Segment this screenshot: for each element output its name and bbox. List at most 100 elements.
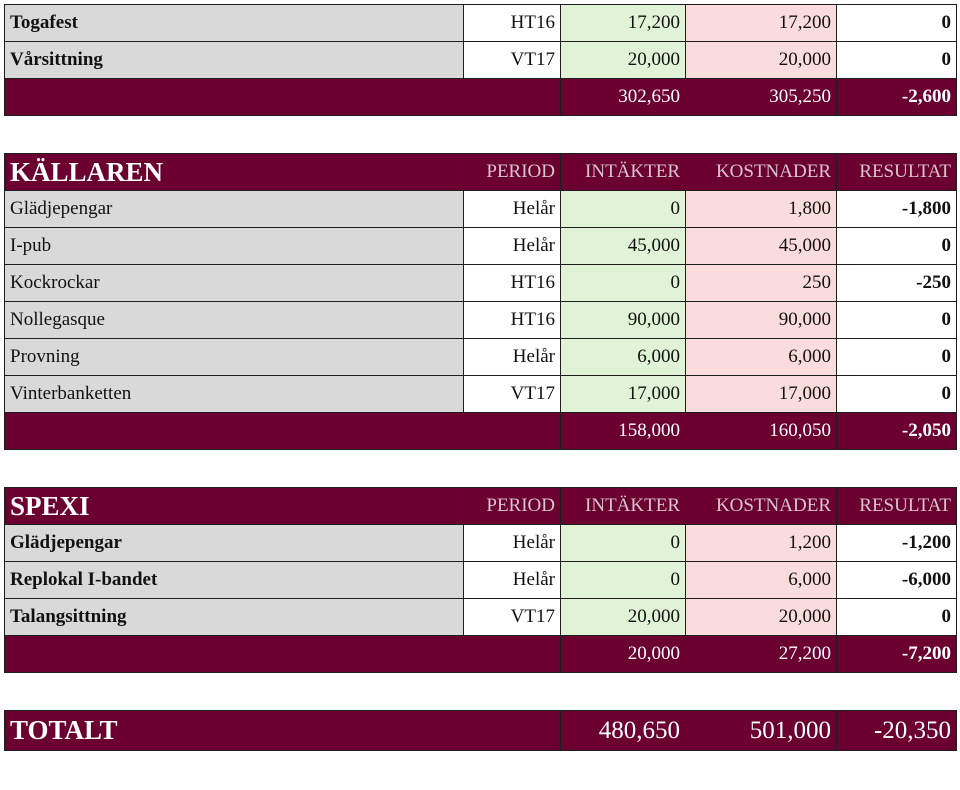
budget-sheet: Togafest HT16 17,200 17,200 0 Vårsittnin…: [3, 4, 958, 751]
section-header-row: SPEXI PERIOD INTÄKTER KOSTNADER RESULTAT: [4, 487, 957, 525]
row-expenses: 20,000: [685, 598, 837, 636]
sum-expenses: 305,250: [685, 78, 837, 116]
sum-row: 20,000 27,200 -7,200: [4, 635, 957, 673]
total-expenses: 501,000: [685, 710, 838, 751]
section-spacer: [4, 116, 956, 153]
table-row: Provning Helår 6,000 6,000 0: [4, 338, 957, 376]
row-income: 90,000: [560, 301, 686, 339]
row-period: Helår: [463, 190, 561, 228]
row-result: -1,200: [836, 524, 957, 562]
sum-label-cell: [4, 635, 561, 673]
column-header-income: INTÄKTER: [560, 487, 686, 525]
row-result: 0: [836, 4, 957, 42]
row-expenses: 250: [685, 264, 837, 302]
row-income: 17,200: [560, 4, 686, 42]
row-result: 0: [836, 375, 957, 413]
section-spacer: [4, 673, 956, 710]
sum-income: 302,650: [560, 78, 686, 116]
kallaren-table: KÄLLAREN PERIOD INTÄKTER KOSTNADER RESUL…: [4, 153, 957, 450]
row-result: -250: [836, 264, 957, 302]
row-income: 0: [560, 190, 686, 228]
row-expenses: 1,200: [685, 524, 837, 562]
table-row: Glädjepengar Helår 0 1,200 -1,200: [4, 524, 957, 562]
sum-expenses: 160,050: [685, 412, 837, 450]
row-period: HT16: [463, 264, 561, 302]
row-result: -6,000: [836, 561, 957, 599]
row-name: Provning: [4, 338, 464, 376]
table-row: Nollegasque HT16 90,000 90,000 0: [4, 301, 957, 339]
row-name: Glädjepengar: [4, 190, 464, 228]
total-income: 480,650: [560, 710, 687, 751]
row-name: Replokal I-bandet: [4, 561, 464, 599]
table-row: I-pub Helår 45,000 45,000 0: [4, 227, 957, 265]
row-income: 20,000: [560, 598, 686, 636]
column-header-expenses: KOSTNADER: [685, 487, 837, 525]
row-result: 0: [836, 41, 957, 79]
sum-income: 20,000: [560, 635, 686, 673]
row-income: 20,000: [560, 41, 686, 79]
row-name: Kockrockar: [4, 264, 464, 302]
row-period: Helår: [463, 561, 561, 599]
sum-result: -7,200: [836, 635, 957, 673]
row-period: VT17: [463, 41, 561, 79]
row-result: 0: [836, 338, 957, 376]
total-result: -20,350: [836, 710, 958, 751]
row-name: I-pub: [4, 227, 464, 265]
row-name: Talangsittning: [4, 598, 464, 636]
row-expenses: 1,800: [685, 190, 837, 228]
row-period: HT16: [463, 4, 561, 42]
table-row: Vårsittning VT17 20,000 20,000 0: [4, 41, 957, 79]
sum-label-cell: [4, 78, 561, 116]
total-row: TOTALT 480,650 501,000 -20,350: [3, 710, 958, 751]
table-row: Talangsittning VT17 20,000 20,000 0: [4, 598, 957, 636]
row-expenses: 90,000: [685, 301, 837, 339]
table-row: Replokal I-bandet Helår 0 6,000 -6,000: [4, 561, 957, 599]
sum-row: 158,000 160,050 -2,050: [4, 412, 957, 450]
sum-income: 158,000: [560, 412, 686, 450]
row-income: 0: [560, 561, 686, 599]
section-spacer: [4, 450, 956, 487]
row-income: 17,000: [560, 375, 686, 413]
row-name: Vårsittning: [4, 41, 464, 79]
row-result: 0: [836, 227, 957, 265]
table-row: Togafest HT16 17,200 17,200 0: [4, 4, 957, 42]
row-name: Glädjepengar: [4, 524, 464, 562]
sum-result: -2,050: [836, 412, 957, 450]
sum-expenses: 27,200: [685, 635, 837, 673]
sum-label-cell: [4, 412, 561, 450]
row-name: Vinterbanketten: [4, 375, 464, 413]
sum-result: -2,600: [836, 78, 957, 116]
sum-row: 302,650 305,250 -2,600: [4, 78, 957, 116]
column-header-period: PERIOD: [463, 153, 561, 191]
column-header-period: PERIOD: [463, 487, 561, 525]
row-period: VT17: [463, 375, 561, 413]
row-period: VT17: [463, 598, 561, 636]
row-result: -1,800: [836, 190, 957, 228]
section-title: KÄLLAREN: [4, 153, 464, 191]
table-row: Glädjepengar Helår 0 1,800 -1,800: [4, 190, 957, 228]
row-name: Nollegasque: [4, 301, 464, 339]
total-table: TOTALT 480,650 501,000 -20,350: [3, 710, 958, 751]
row-result: 0: [836, 301, 957, 339]
table-row: Kockrockar HT16 0 250 -250: [4, 264, 957, 302]
row-period: Helår: [463, 227, 561, 265]
row-expenses: 17,000: [685, 375, 837, 413]
top-block-table: Togafest HT16 17,200 17,200 0 Vårsittnin…: [4, 4, 957, 116]
section-header-row: KÄLLAREN PERIOD INTÄKTER KOSTNADER RESUL…: [4, 153, 957, 191]
row-expenses: 45,000: [685, 227, 837, 265]
row-expenses: 6,000: [685, 561, 837, 599]
row-income: 0: [560, 264, 686, 302]
row-income: 0: [560, 524, 686, 562]
column-header-result: RESULTAT: [836, 487, 957, 525]
row-income: 6,000: [560, 338, 686, 376]
row-expenses: 6,000: [685, 338, 837, 376]
column-header-expenses: KOSTNADER: [685, 153, 837, 191]
row-period: HT16: [463, 301, 561, 339]
section-title: SPEXI: [4, 487, 464, 525]
row-name: Togafest: [4, 4, 464, 42]
row-expenses: 17,200: [685, 4, 837, 42]
row-result: 0: [836, 598, 957, 636]
spexi-table: SPEXI PERIOD INTÄKTER KOSTNADER RESULTAT…: [4, 487, 957, 673]
column-header-result: RESULTAT: [836, 153, 957, 191]
row-income: 45,000: [560, 227, 686, 265]
